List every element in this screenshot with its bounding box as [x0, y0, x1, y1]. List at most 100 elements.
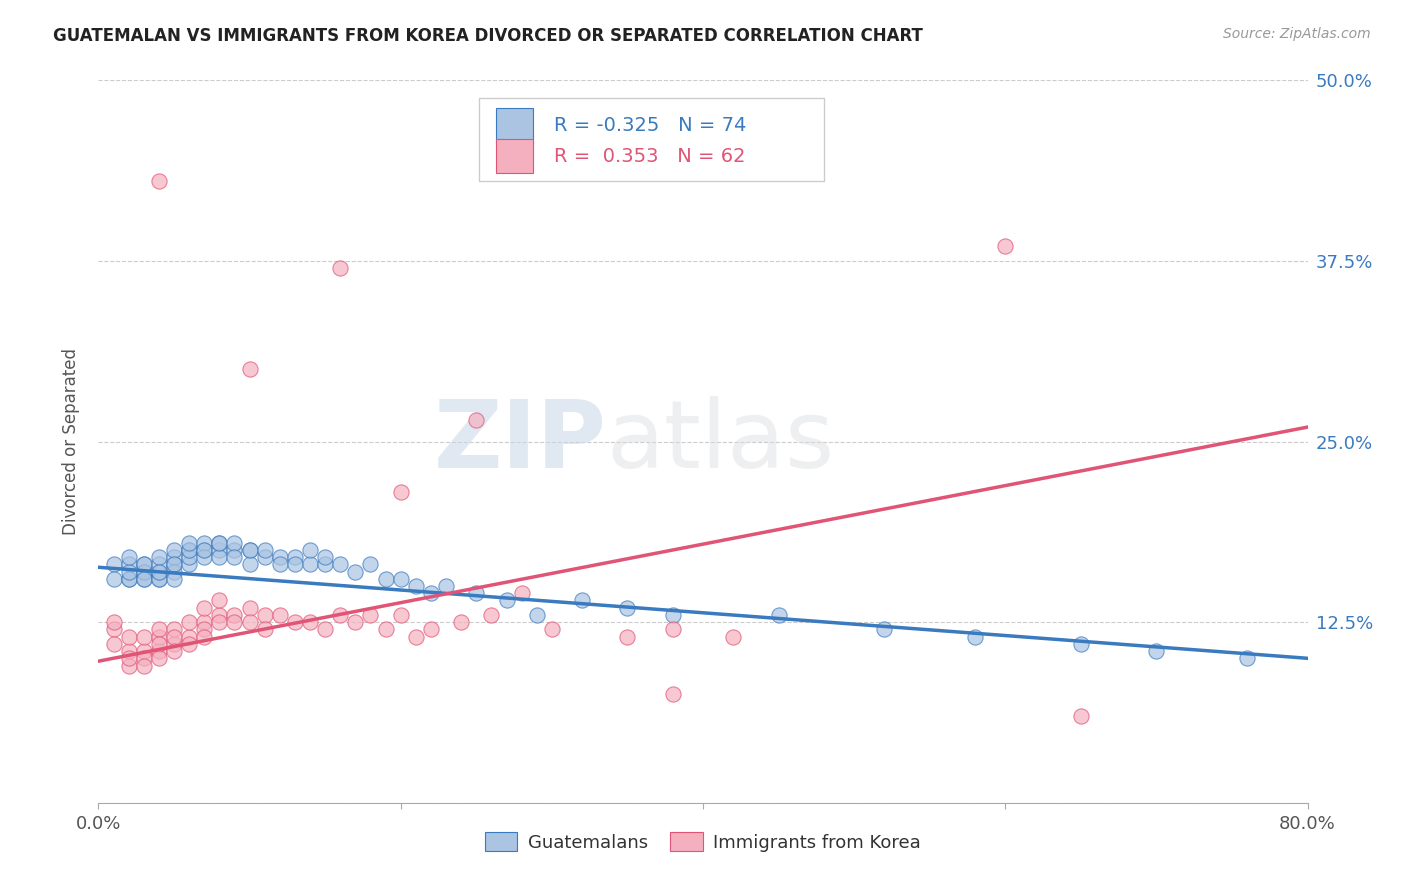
Point [163, 637, 186, 651]
Point [224, 542, 246, 557]
Point [661, 607, 683, 622]
Point [163, 572, 186, 586]
Point [661, 623, 683, 637]
Point [1070, 637, 1092, 651]
Point [148, 565, 170, 579]
Point [481, 607, 503, 622]
Point [420, 586, 443, 600]
Point [193, 542, 215, 557]
Point [465, 586, 488, 600]
Point [465, 413, 488, 427]
Text: ZIP: ZIP [433, 395, 606, 488]
Point [179, 550, 201, 565]
Point [118, 565, 141, 579]
Point [163, 550, 186, 565]
Point [269, 607, 291, 622]
Point [224, 550, 246, 565]
Point [224, 535, 246, 549]
Point [616, 630, 638, 644]
Point [389, 607, 412, 622]
Point [723, 630, 745, 644]
Point [163, 565, 186, 579]
Point [118, 658, 141, 673]
Point [314, 550, 336, 565]
Point [148, 550, 170, 565]
Point [374, 572, 396, 586]
Point [148, 630, 170, 644]
Point [299, 615, 322, 630]
Point [269, 550, 291, 565]
Point [239, 542, 262, 557]
Point [405, 579, 427, 593]
Point [344, 615, 367, 630]
Point [329, 607, 352, 622]
Point [571, 593, 593, 607]
Text: atlas: atlas [606, 395, 835, 488]
Point [208, 593, 231, 607]
Point [148, 637, 170, 651]
Text: R =  0.353   N = 62: R = 0.353 N = 62 [554, 146, 745, 166]
Point [132, 572, 155, 586]
Point [526, 607, 548, 622]
Point [179, 630, 201, 644]
Point [374, 623, 396, 637]
Point [163, 623, 186, 637]
Point [103, 623, 125, 637]
Point [179, 542, 201, 557]
Point [193, 630, 215, 644]
Point [994, 239, 1017, 253]
Point [314, 558, 336, 572]
Point [239, 600, 262, 615]
Point [965, 630, 987, 644]
Point [193, 542, 215, 557]
Point [299, 558, 322, 572]
Point [163, 558, 186, 572]
Point [299, 542, 322, 557]
Point [510, 586, 533, 600]
Point [163, 558, 186, 572]
Point [132, 558, 155, 572]
Point [1070, 709, 1092, 723]
Point [360, 558, 382, 572]
Point [239, 558, 262, 572]
Point [208, 535, 231, 549]
Point [163, 630, 186, 644]
Point [314, 623, 336, 637]
Point [224, 615, 246, 630]
Point [118, 630, 141, 644]
Point [208, 607, 231, 622]
Point [148, 651, 170, 665]
Point [148, 558, 170, 572]
Point [239, 615, 262, 630]
Point [163, 542, 186, 557]
Point [208, 542, 231, 557]
Point [253, 623, 276, 637]
FancyBboxPatch shape [496, 109, 533, 143]
Text: Source: ZipAtlas.com: Source: ZipAtlas.com [1223, 27, 1371, 41]
Point [118, 572, 141, 586]
Point [148, 174, 170, 188]
Point [329, 261, 352, 276]
Point [193, 600, 215, 615]
Point [253, 542, 276, 557]
Point [148, 572, 170, 586]
Point [103, 637, 125, 651]
Point [132, 558, 155, 572]
Point [540, 623, 562, 637]
Point [179, 542, 201, 557]
Point [193, 615, 215, 630]
Point [389, 485, 412, 500]
Point [132, 565, 155, 579]
Point [193, 623, 215, 637]
Point [1144, 644, 1167, 658]
Point [193, 550, 215, 565]
Point [148, 572, 170, 586]
Point [344, 565, 367, 579]
Point [253, 550, 276, 565]
Point [389, 572, 412, 586]
Point [103, 615, 125, 630]
Point [163, 644, 186, 658]
Point [103, 572, 125, 586]
Point [1236, 651, 1258, 665]
Point [118, 644, 141, 658]
